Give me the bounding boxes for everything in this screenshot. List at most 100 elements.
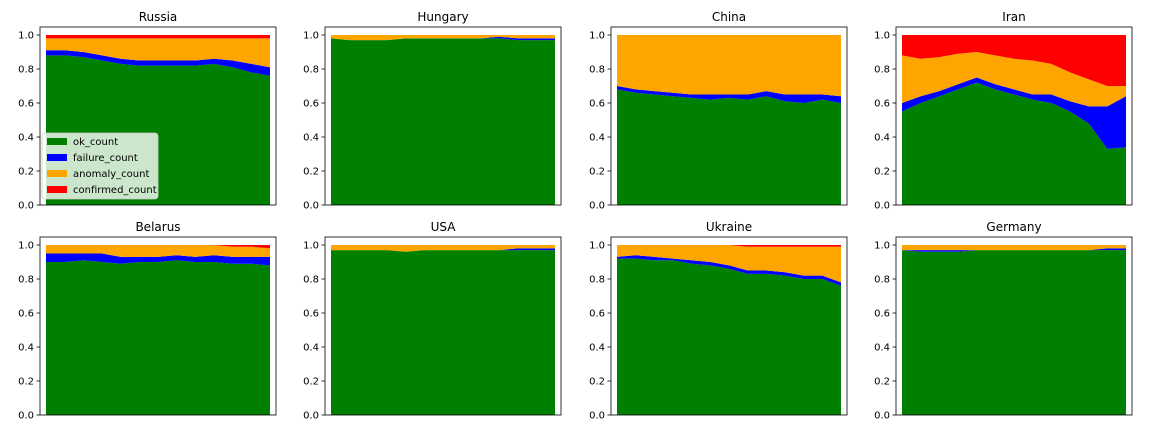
area-anomaly-count-iran xyxy=(902,52,1126,107)
area-anomaly-count-russia xyxy=(46,38,270,68)
legend-swatch-confirmed-count xyxy=(47,186,67,193)
legend-label-anomaly-count: anomaly_count xyxy=(73,169,149,180)
area-confirmed-count-russia xyxy=(46,35,270,39)
y-tick-label: 1.0 xyxy=(303,241,319,252)
y-tick-label: 1.0 xyxy=(303,31,319,42)
y-tick-label: 0.0 xyxy=(874,201,890,212)
subplot-iran: 0.0 0.2 0.4 0.6 0.8 1.0 Iran xyxy=(874,10,1133,212)
area-anomaly-count-belarus xyxy=(46,245,270,257)
subplot-ukraine: 0.0 0.2 0.4 0.6 0.8 1.0 Ukraine xyxy=(589,220,848,422)
y-tick-label: 0.6 xyxy=(303,309,319,320)
y-tick-label: 0.0 xyxy=(303,201,319,212)
y-tick-label: 0.8 xyxy=(18,65,34,76)
y-tick-label: 0.8 xyxy=(589,275,605,286)
y-tick-label: 0.2 xyxy=(589,167,605,178)
area-ok-count-usa xyxy=(331,250,555,415)
y-tick-label: 0.8 xyxy=(589,65,605,76)
subplot-title: USA xyxy=(431,220,457,234)
area-ok-count-ukraine xyxy=(617,258,841,415)
subplot-usa: 0.0 0.2 0.4 0.6 0.8 1.0 USA xyxy=(303,220,562,422)
y-tick-label: 0.4 xyxy=(18,133,34,144)
y-tick-label: 0.6 xyxy=(303,99,319,110)
legend-label-failure-count: failure_count xyxy=(73,153,138,164)
y-tick-label: 0.2 xyxy=(874,167,890,178)
area-failure-count-germany xyxy=(902,248,1126,252)
area-confirmed-count-ukraine xyxy=(617,245,841,247)
subplot-belarus: 0.0 0.2 0.4 0.6 0.8 1.0 Belarus xyxy=(18,220,277,422)
area-ok-count-hungary xyxy=(331,38,555,206)
subplot-germany: 0.0 0.2 0.4 0.6 0.8 1.0 Germany xyxy=(874,220,1133,422)
legend-swatch-failure-count xyxy=(47,154,67,161)
axes-frame xyxy=(610,236,848,416)
axes-frame xyxy=(39,26,277,206)
y-tick-label: 0.0 xyxy=(589,411,605,422)
axes-frame xyxy=(610,26,848,206)
y-tick-label: 0.4 xyxy=(589,343,605,354)
y-tick-label: 0.6 xyxy=(589,309,605,320)
y-tick-label: 0.2 xyxy=(18,377,34,388)
y-tick-label: 0.8 xyxy=(303,275,319,286)
subplot-title: Russia xyxy=(139,10,178,24)
area-anomaly-count-china xyxy=(617,35,841,97)
area-confirmed-count-iran xyxy=(902,35,1126,86)
y-tick-label: 0.2 xyxy=(589,377,605,388)
area-failure-count-belarus xyxy=(46,253,270,266)
area-ok-count-iran xyxy=(902,82,1126,205)
y-tick-label: 1.0 xyxy=(18,31,34,42)
legend-label-ok-count: ok_count xyxy=(73,137,118,148)
area-ok-count-belarus xyxy=(46,260,270,415)
y-tick-label: 1.0 xyxy=(18,241,34,252)
area-anomaly-count-ukraine xyxy=(617,245,841,283)
y-tick-label: 0.4 xyxy=(874,343,890,354)
area-anomaly-count-usa xyxy=(331,245,555,252)
legend-swatch-ok-count xyxy=(47,138,67,145)
y-tick-label: 1.0 xyxy=(874,31,890,42)
subplot-title: China xyxy=(712,10,746,24)
y-tick-label: 0.8 xyxy=(874,65,890,76)
y-tick-label: 0.4 xyxy=(18,343,34,354)
area-failure-count-hungary xyxy=(331,36,555,41)
y-tick-label: 1.0 xyxy=(874,241,890,252)
y-tick-label: 1.0 xyxy=(589,31,605,42)
y-tick-label: 0.8 xyxy=(303,65,319,76)
y-tick-label: 1.0 xyxy=(589,241,605,252)
area-failure-count-ukraine xyxy=(617,255,841,286)
subplot-russia: 0.0 0.2 0.4 0.6 0.8 1.0 Russia ok_count failure_… xyxy=(18,10,277,212)
area-ok-count-germany xyxy=(902,250,1126,415)
area-anomaly-count-hungary xyxy=(331,35,555,41)
subplot-title: Belarus xyxy=(135,220,180,234)
y-tick-label: 0.6 xyxy=(18,309,34,320)
legend-box xyxy=(41,132,159,200)
area-failure-count-iran xyxy=(902,77,1126,149)
legend: ok_count failure_count anomaly_countconfir… xyxy=(41,132,159,200)
y-tick-label: 0.0 xyxy=(303,411,319,422)
area-failure-count-usa xyxy=(331,248,555,252)
y-tick-label: 0.6 xyxy=(18,99,34,110)
axes-frame xyxy=(324,236,562,416)
y-tick-label: 0.6 xyxy=(589,99,605,110)
subplot-title: Iran xyxy=(1002,10,1025,24)
subplot-title: Hungary xyxy=(417,10,468,24)
y-tick-label: 0.0 xyxy=(589,201,605,212)
axes-frame xyxy=(895,236,1133,416)
area-failure-count-russia xyxy=(46,50,270,76)
y-tick-label: 0.2 xyxy=(18,167,34,178)
subplot-title: Ukraine xyxy=(706,220,752,234)
y-tick-label: 0.4 xyxy=(874,133,890,144)
area-confirmed-count-belarus xyxy=(46,245,270,249)
y-tick-label: 0.0 xyxy=(18,201,34,212)
y-tick-label: 0.6 xyxy=(874,309,890,320)
axes-frame xyxy=(895,26,1133,206)
y-tick-label: 0.2 xyxy=(303,377,319,388)
y-tick-label: 0.4 xyxy=(589,133,605,144)
area-anomaly-count-germany xyxy=(902,245,1126,251)
y-tick-label: 0.8 xyxy=(874,275,890,286)
axes-frame xyxy=(324,26,562,206)
subplot-hungary: 0.0 0.2 0.4 0.6 0.8 1.0 Hungary xyxy=(303,10,562,212)
axes-frame xyxy=(39,236,277,416)
y-tick-label: 0.2 xyxy=(874,377,890,388)
y-tick-label: 0.4 xyxy=(303,133,319,144)
y-tick-label: 0.8 xyxy=(18,275,34,286)
y-tick-label: 0.2 xyxy=(303,167,319,178)
